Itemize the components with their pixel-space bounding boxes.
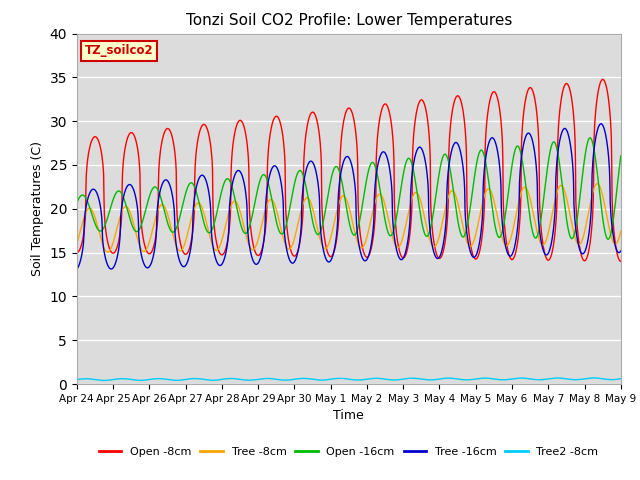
Tree2 -8cm [505, 376, 513, 382]
Tree -16cm [504, 252, 512, 257]
Tree -8cm [553, 191, 561, 197]
Tree -8cm [73, 240, 81, 246]
Tree -16cm [180, 264, 188, 269]
Open -8cm [194, 137, 202, 143]
Open -8cm [504, 249, 512, 254]
Tree2 -8cm [255, 376, 263, 382]
Line: Tree -16cm: Tree -16cm [77, 124, 621, 269]
Tree -8cm [505, 241, 513, 247]
Open -8cm [599, 77, 607, 83]
Tree -8cm [434, 239, 442, 245]
Tree -16cm [255, 259, 262, 265]
Legend: Open -8cm, Tree -8cm, Open -16cm, Tree -16cm, Tree2 -8cm: Open -8cm, Tree -8cm, Open -16cm, Tree -… [95, 442, 603, 461]
Line: Tree -8cm: Tree -8cm [77, 184, 621, 252]
Open -8cm [73, 250, 81, 255]
Open -8cm [617, 258, 625, 264]
Tree2 -8cm [100, 378, 108, 384]
Line: Open -16cm: Open -16cm [77, 138, 621, 239]
Tree2 -8cm [195, 376, 202, 382]
Open -16cm [617, 153, 625, 159]
Tree -16cm [73, 266, 81, 272]
Tree -16cm [433, 255, 441, 261]
Tree2 -8cm [73, 377, 81, 383]
Tree -16cm [597, 121, 605, 127]
Open -16cm [180, 194, 188, 200]
Open -16cm [604, 236, 612, 242]
Tree -8cm [195, 200, 202, 206]
Title: Tonzi Soil CO2 Profile: Lower Temperatures: Tonzi Soil CO2 Profile: Lower Temperatur… [186, 13, 512, 28]
Open -16cm [194, 194, 202, 200]
Tree2 -8cm [617, 376, 625, 382]
Text: TZ_soilco2: TZ_soilco2 [85, 44, 154, 57]
Tree -8cm [104, 249, 111, 255]
Tree2 -8cm [181, 377, 189, 383]
Open -16cm [586, 135, 594, 141]
Tree -16cm [194, 179, 202, 185]
Open -16cm [552, 143, 560, 149]
Open -8cm [255, 252, 262, 258]
Tree -8cm [617, 228, 625, 234]
Open -16cm [255, 182, 262, 188]
Open -16cm [504, 191, 512, 197]
Tree -16cm [552, 168, 560, 174]
Open -16cm [73, 200, 81, 206]
Tree -16cm [617, 248, 625, 254]
Tree2 -8cm [434, 376, 442, 382]
Open -8cm [552, 216, 560, 222]
Tree -8cm [255, 233, 263, 239]
Tree -8cm [181, 240, 189, 246]
X-axis label: Time: Time [333, 409, 364, 422]
Line: Tree2 -8cm: Tree2 -8cm [77, 378, 621, 381]
Y-axis label: Soil Temperatures (C): Soil Temperatures (C) [31, 141, 44, 276]
Open -8cm [180, 251, 188, 257]
Tree2 -8cm [589, 375, 597, 381]
Tree2 -8cm [553, 375, 561, 381]
Tree -8cm [593, 181, 601, 187]
Line: Open -8cm: Open -8cm [77, 80, 621, 261]
Open -16cm [433, 184, 441, 190]
Open -8cm [433, 253, 441, 259]
